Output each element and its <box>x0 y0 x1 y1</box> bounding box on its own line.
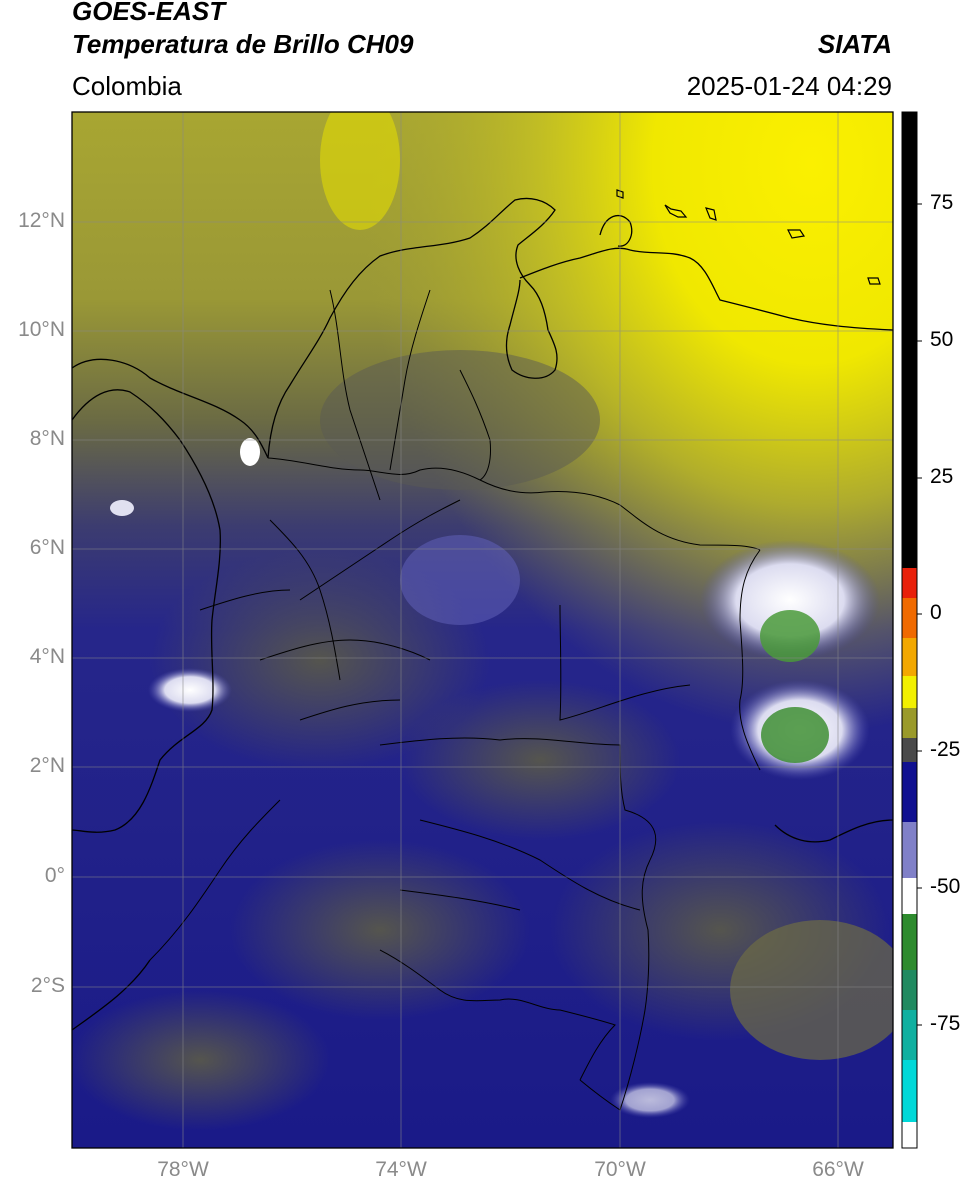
colorbar-tick: -50 <box>930 875 961 898</box>
graticule <box>72 112 893 1148</box>
colorbar-tick: 50 <box>930 328 954 351</box>
lon-label: 70°W <box>594 1158 646 1181</box>
lat-label: 6°N <box>29 536 65 559</box>
product-title: Temperatura de Brillo CH09 <box>72 29 414 59</box>
cloud-cluster <box>700 540 880 660</box>
lon-label: 78°W <box>157 1158 209 1181</box>
colorbar <box>901 111 922 1149</box>
plot-frame <box>71 111 894 1149</box>
lon-label: 74°W <box>375 1158 427 1181</box>
lat-label: 4°N <box>29 645 65 668</box>
satellite-title: GOES-EAST <box>72 0 226 26</box>
brand-label: SIATA <box>817 29 892 59</box>
colorbar-tick: -75 <box>930 1012 961 1035</box>
colorbar-tick: -25 <box>930 738 961 761</box>
lat-label: 10°N <box>18 318 65 341</box>
cold-core <box>760 610 820 662</box>
colorbar-tick: 25 <box>930 465 954 488</box>
region-label: Colombia <box>72 71 182 101</box>
lon-label: 66°W <box>812 1158 864 1181</box>
cold-core <box>761 707 829 763</box>
satellite-image <box>72 112 893 1148</box>
datetime-label: 2025-01-24 04:29 <box>686 71 892 101</box>
lat-label: 2°S <box>30 974 65 997</box>
lat-label: 8°N <box>29 427 65 450</box>
lat-label: 2°N <box>29 754 65 777</box>
lat-label: 0° <box>44 864 65 887</box>
cloud-cluster <box>148 668 232 712</box>
lat-label: 12°N <box>18 209 65 232</box>
colorbar-tick: 0 <box>930 601 942 624</box>
islands <box>616 189 881 285</box>
colorbar-tick: 75 <box>930 191 954 214</box>
coastline <box>72 197 893 1031</box>
